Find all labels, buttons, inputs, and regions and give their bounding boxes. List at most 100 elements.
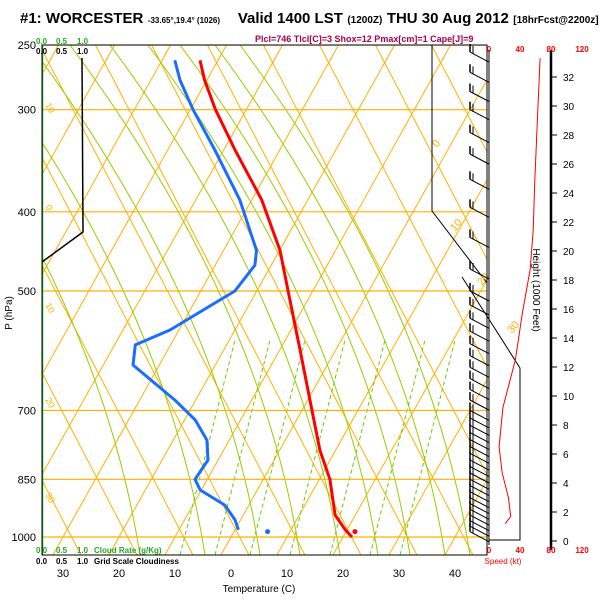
isotherm-line <box>332 278 487 555</box>
dry-adiabat-line <box>42 263 194 555</box>
isotherm-label-left: 10 <box>43 101 57 115</box>
pressure-tick-label: 500 <box>18 286 36 298</box>
dry-adiabat-line <box>487 45 600 555</box>
height-tick-label: 28 <box>563 131 575 142</box>
cloud-rate-label: Cloud Rate (g/Kg) <box>94 546 162 555</box>
wind-panel-profile-line <box>461 276 521 541</box>
isotherm-label-right: 10 <box>448 217 465 234</box>
temperature-tick-label: 20 <box>113 568 125 580</box>
chart-header: #1: WORCESTER -33.65°,19.4° (1026) Valid… <box>20 10 599 28</box>
dry-adiabat-line <box>95 45 362 555</box>
bottom-grid-cloud-tick-0: 0.0 <box>36 557 48 566</box>
height-tick-label: 26 <box>563 160 575 171</box>
isotherm-line <box>220 78 487 555</box>
speed-tick-bottom: 0 <box>487 546 492 555</box>
grid-cloudiness-label: Grid Scale Cloudiness <box>94 557 179 566</box>
top-cloud-rate-tick-0: 0.0 <box>36 37 48 46</box>
surface-temperature-marker <box>352 529 358 535</box>
dewpoint-profile-line <box>131 59 258 531</box>
isotherm-label-left: 10 <box>43 301 57 315</box>
pressure-tick-label: 1000 <box>12 532 36 544</box>
isotherm-label-left: 20 <box>43 396 57 410</box>
height-tick-label: 32 <box>563 73 575 84</box>
bottom-grid-cloud-tick-1: 0.5 <box>56 557 68 566</box>
speed-tick-top: 40 <box>516 45 525 54</box>
upper-profile-line <box>431 45 487 284</box>
mixing-ratio-line <box>329 339 386 555</box>
height-axis-label: Height (1000 Feet) <box>530 248 541 331</box>
speed-tick-top: 0 <box>487 45 492 54</box>
top-cloud-rate-tick-2: 1.0 <box>77 37 89 46</box>
moist-adiabat-line <box>179 45 411 555</box>
moist-adiabat-line <box>109 45 341 555</box>
dry-adiabat-line <box>375 45 487 261</box>
isotherm-label-left: 0 <box>43 203 54 212</box>
bottom-cloud-rate-tick-1: 0.5 <box>56 546 68 555</box>
temperature-profile-line <box>198 59 354 539</box>
temperature-tick-label: 30 <box>57 568 69 580</box>
temperature-tick-label: 30 <box>393 568 405 580</box>
forecast-date: THU 30 Aug 2012 <box>386 10 509 27</box>
isotherm-line <box>42 45 283 476</box>
isotherm-label-left: 30 <box>43 491 57 505</box>
height-tick-label: 8 <box>563 421 569 432</box>
speed-tick-top: 80 <box>547 45 556 54</box>
pressure-tick-label: 700 <box>18 405 36 417</box>
speed-tick-bottom: 80 <box>547 546 556 555</box>
speed-tick-bottom: 40 <box>516 546 525 555</box>
dry-adiabat-line <box>319 45 487 368</box>
stability-indices: Plcl=746 Tlcl[C]=3 Shox=12 Pmax[cm]=1 Ca… <box>255 34 473 44</box>
mixing-ratio-line <box>289 339 346 555</box>
height-tick-label: 18 <box>563 276 575 287</box>
utc-time: (1200Z) <box>347 15 383 26</box>
top-grid-cloud-tick-2: 1.0 <box>77 47 89 56</box>
dry-adiabat-line <box>151 45 418 555</box>
pressure-tick-label: 850 <box>18 474 36 486</box>
height-tick-label: 12 <box>563 363 575 374</box>
temperature-tick-label: 20 <box>337 568 349 580</box>
bottom-cloud-rate-tick-2: 1.0 <box>77 546 89 555</box>
height-tick-label: 16 <box>563 305 575 316</box>
height-tick-label: 10 <box>563 392 575 403</box>
temperature-tick-label: 10 <box>169 568 181 580</box>
isotherm-line <box>388 378 487 555</box>
dry-adiabat-line <box>431 45 487 153</box>
isotherm-line <box>52 45 339 555</box>
isotherm-line <box>276 178 487 555</box>
height-tick-label: 24 <box>563 189 575 200</box>
height-tick-label: 2 <box>563 508 569 519</box>
isotherm-line <box>108 45 395 555</box>
bottom-cloud-rate-tick-0: 0.0 <box>36 546 48 555</box>
pressure-tick-label: 300 <box>18 105 36 117</box>
moist-adiabat-line <box>214 45 446 555</box>
temperature-tick-label: 10 <box>281 568 293 580</box>
isotherm-line <box>42 45 227 376</box>
sounding-profiles <box>42 45 487 555</box>
height-tick-label: 6 <box>563 450 569 461</box>
wind-speed-profile-line <box>498 58 541 524</box>
speed-tick-top: 120 <box>575 45 589 54</box>
top-cloud-rate-tick-1: 0.5 <box>56 37 68 46</box>
x-axis-label: Temperature (C) <box>223 584 296 595</box>
mixing-ratio-line <box>214 339 271 555</box>
temperature-tick-label: 40 <box>449 568 461 580</box>
top-grid-cloud-tick-1: 0.5 <box>56 47 68 56</box>
height-tick-label: 4 <box>563 479 569 490</box>
moist-adiabat-line <box>42 255 141 555</box>
isotherm-line <box>0 45 3 555</box>
height-tick-label: 0 <box>563 537 569 548</box>
pressure-tick-label: 400 <box>18 207 36 219</box>
top-grid-cloud-tick-0: 0.0 <box>36 47 48 56</box>
speed-axis-label: Speed (kt) <box>485 557 522 566</box>
height-tick-label: 30 <box>563 102 575 113</box>
moist-adiabat-line <box>42 60 261 555</box>
mixing-ratio-line <box>369 339 426 555</box>
moist-adiabat-line <box>239 45 471 555</box>
station-coords: -33.65°,19.4° (1026) <box>147 16 221 25</box>
grid-cloudiness-profile <box>42 57 84 263</box>
station-name: #1: WORCESTER <box>20 10 144 27</box>
valid-time: Valid 1400 LST <box>237 10 343 27</box>
temperature-tick-label: 0 <box>228 568 234 580</box>
